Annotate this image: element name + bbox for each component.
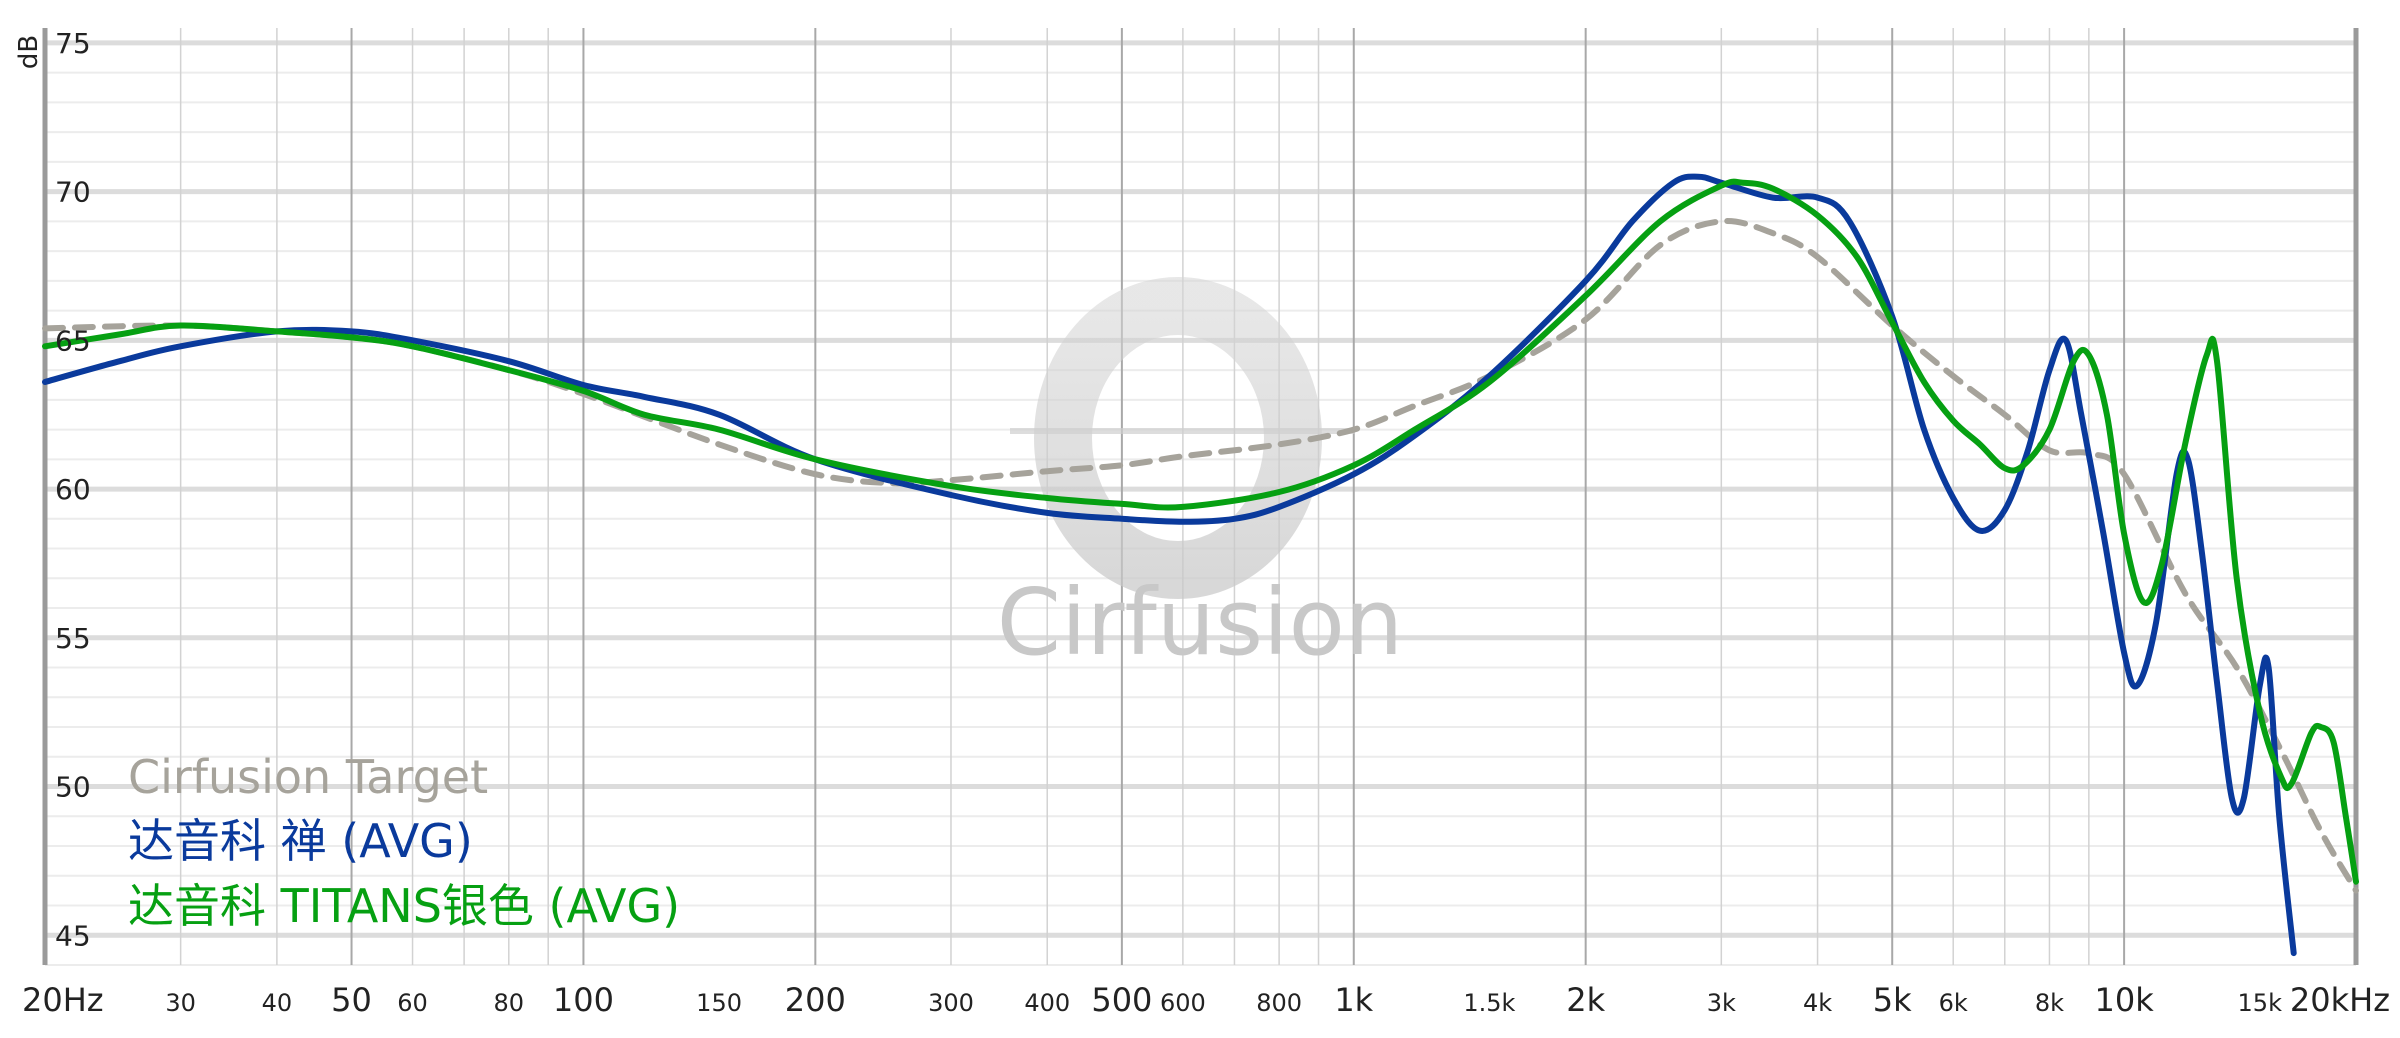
- y-tick-label: 50: [55, 771, 91, 804]
- x-tick-label: 3k: [1707, 989, 1736, 1017]
- x-tick-label: 100: [553, 981, 614, 1019]
- y-tick-label: 70: [55, 176, 91, 209]
- legend: Cirfusion Target 达音科 禅 (AVG) 达音科 TITANS银色 …: [128, 750, 680, 933]
- x-tick-label: 5k: [1873, 981, 1912, 1019]
- y-tick-label: 65: [55, 324, 91, 357]
- watermark-logo-bar: [1010, 428, 1355, 434]
- x-tick-label: 80: [494, 989, 525, 1017]
- x-tick-label: 10k: [2094, 981, 2154, 1019]
- x-tick-label: 150: [696, 989, 742, 1017]
- y-tick-label: 60: [55, 473, 91, 506]
- x-tick-label: 2k: [1566, 981, 1605, 1019]
- y-tick-label: 55: [55, 622, 91, 655]
- x-tick-label: 1.5k: [1463, 989, 1515, 1017]
- series-line-1: [42, 173, 2297, 957]
- x-tick-label: 60: [397, 989, 428, 1017]
- x-tick-label: 400: [1024, 989, 1070, 1017]
- x-tick-label: 40: [262, 989, 293, 1017]
- y-axis-unit: dB: [14, 35, 44, 69]
- tick-labels: 75 70 65 60 55 50 45 20Hz 30 40 50 60 80 100 150 200 300…: [22, 27, 2390, 1019]
- x-tick-label: 300: [928, 989, 974, 1017]
- x-tick-label: 50: [331, 981, 372, 1019]
- x-tick-label: 30: [165, 989, 196, 1017]
- cirfusion-watermark: Cirfusion: [997, 277, 1403, 676]
- x-tick-label: 1k: [1334, 981, 1373, 1019]
- x-tick-label: 4k: [1803, 989, 1832, 1017]
- x-tick-label: 20kHz: [2290, 981, 2390, 1019]
- x-tick-label: 8k: [2035, 989, 2064, 1017]
- legend-entry: 达音科 TITANS银色 (AVG): [128, 879, 680, 933]
- y-tick-label: 75: [55, 27, 91, 60]
- x-tick-label: 6k: [1939, 989, 1968, 1017]
- watermark-text: Cirfusion: [997, 569, 1403, 676]
- x-tick-label: 200: [785, 981, 846, 1019]
- y-tick-label: 45: [55, 919, 91, 952]
- legend-entry: 达音科 禅 (AVG): [128, 814, 473, 868]
- watermark-logo-ring: [1034, 277, 1322, 599]
- legend-entry: Cirfusion Target: [128, 750, 488, 804]
- series-line-2: [42, 178, 2359, 885]
- grid-lines: [44, 28, 2357, 966]
- series-lines: [42, 173, 2359, 957]
- x-tick-label: 20Hz: [22, 981, 104, 1019]
- x-tick-label: 800: [1256, 989, 1302, 1017]
- axes: [42, 28, 2359, 965]
- x-tick-label: 500: [1091, 981, 1152, 1019]
- x-tick-label: 15k: [2238, 989, 2283, 1017]
- x-tick-label: 600: [1160, 989, 1206, 1017]
